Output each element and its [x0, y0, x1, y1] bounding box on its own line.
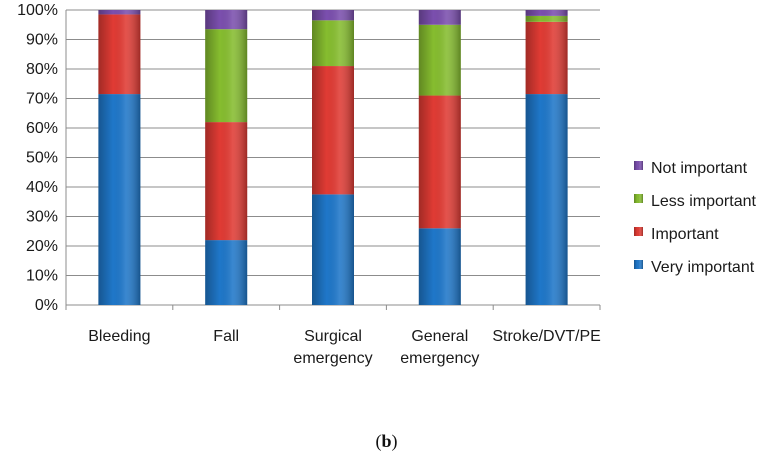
bar-segment-shading [525, 94, 568, 305]
bar-segment-shading [205, 29, 248, 123]
x-category-label-line: Bleeding [88, 328, 150, 345]
y-tick-label: 100% [17, 2, 58, 19]
y-tick-label: 30% [26, 209, 58, 226]
legend-item: Important [634, 226, 719, 243]
y-tick-label: 90% [26, 32, 58, 49]
bar-segment-shading [98, 14, 141, 95]
bar-stack [205, 10, 248, 305]
legend-item: Not important [634, 160, 748, 177]
bar-segment-shading [525, 21, 568, 95]
x-category-label: General emergency [400, 328, 479, 367]
y-tick-label: 70% [26, 91, 58, 108]
bar-stack [418, 10, 461, 305]
bar-segment-shading [418, 10, 461, 25]
bar-segment-shading [418, 95, 461, 229]
bar-segment-shading [205, 10, 248, 30]
bar-segment-shading [205, 122, 248, 241]
stacked-bar-chart: 0% 10% 20% 30% 40% 50% 60% 70% 80% 90% 100% Bleedi… [17, 2, 756, 367]
x-category-label-line: emergency [400, 350, 479, 367]
legend-swatch-shading [634, 194, 643, 203]
bar-segment-shading [312, 194, 354, 305]
y-tick-label: 50% [26, 150, 58, 167]
legend-swatch-shading [634, 260, 643, 269]
bar-stack [525, 10, 568, 305]
legend-item: Very important [634, 259, 755, 276]
bar-segment-shading [418, 228, 461, 305]
x-category-label: Surgical emergency [293, 328, 372, 367]
bar-segment-shading [98, 10, 141, 15]
x-axis-category-labels: Bleeding Fall Surgical emergency General emer… [88, 328, 601, 367]
bar-stack [312, 10, 354, 305]
x-category-label-line: General [411, 328, 468, 345]
y-tick-label: 20% [26, 238, 58, 255]
caption-open-paren: ( [375, 431, 382, 451]
y-tick-label: 40% [26, 179, 58, 196]
x-category-label: Bleeding [88, 328, 150, 345]
x-category-label: Stroke/DVT/PE [492, 328, 600, 345]
x-category-label-line: Surgical [304, 328, 362, 345]
y-tick-label: 60% [26, 120, 58, 137]
x-category-label-line: emergency [293, 350, 372, 367]
legend-swatch-shading [634, 161, 643, 170]
caption-label: b [381, 431, 392, 451]
legend-label: Not important [651, 160, 748, 177]
bars [98, 10, 568, 305]
legend-label: Less important [651, 193, 756, 210]
caption-close-paren: ) [391, 431, 398, 451]
bar-segment-shading [418, 24, 461, 96]
y-tick-label: 10% [26, 268, 58, 285]
legend-swatch-shading [634, 227, 643, 236]
legend: Not important Less important Important Very… [634, 160, 756, 276]
bar-segment-shading [525, 10, 568, 16]
y-axis-tick-labels: 0% 10% 20% 30% 40% 50% 60% 70% 80% 90% 100% [17, 2, 58, 314]
x-category-label-line: Stroke/DVT/PE [492, 328, 600, 345]
legend-item: Less important [634, 193, 756, 210]
bar-stack [98, 10, 141, 305]
bar-segment-shading [312, 10, 354, 21]
bar-segment-shading [98, 94, 141, 305]
x-category-label: Fall [213, 328, 239, 345]
legend-label: Very important [651, 259, 755, 276]
figure-caption: (b) [0, 431, 773, 452]
legend-label: Important [651, 226, 719, 243]
bar-segment-shading [312, 66, 354, 195]
y-tick-label: 0% [35, 297, 58, 314]
bar-segment-shading [205, 240, 248, 305]
x-category-label-line: Fall [213, 328, 239, 345]
y-tick-label: 80% [26, 61, 58, 78]
bar-segment-shading [312, 20, 354, 67]
bar-segment-shading [525, 15, 568, 22]
